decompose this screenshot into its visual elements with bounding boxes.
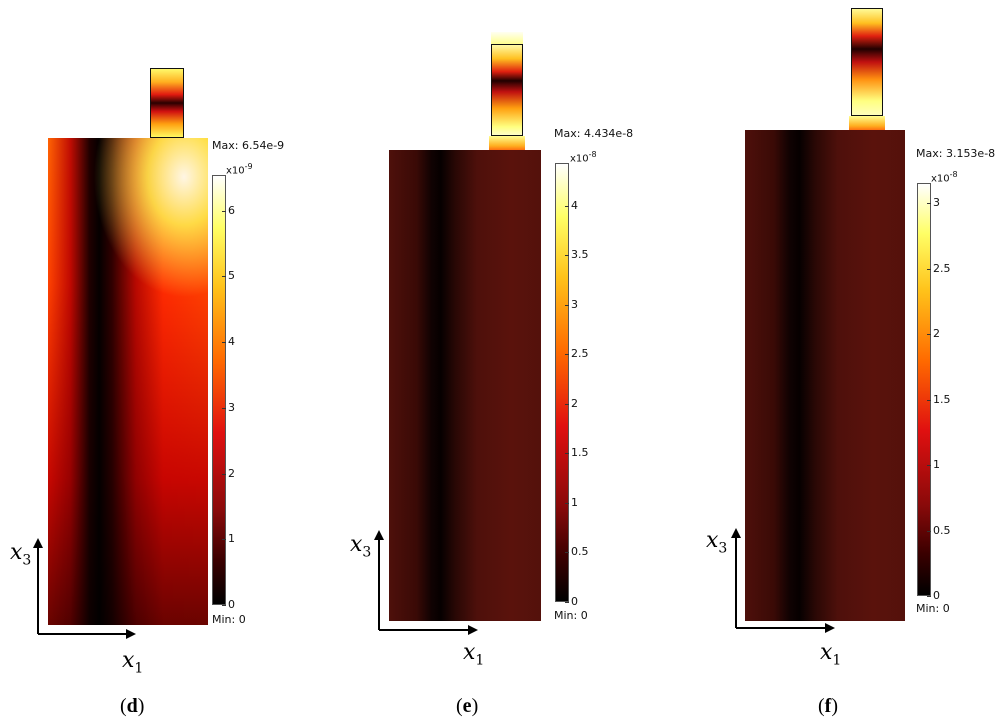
colorbar-tick-mark	[565, 255, 569, 256]
colorbar-tick-label: 0	[228, 598, 235, 611]
colorbar-tick-mark	[222, 539, 226, 540]
colorbar-tick-label: 1	[571, 496, 578, 509]
x-axis-label-d: x1	[122, 648, 144, 677]
colorbar-tick-mark	[565, 552, 569, 553]
colorbar-tick-mark	[927, 334, 931, 335]
probe-outline-f	[851, 8, 883, 116]
max-label-f: Max: 3.153e-8	[916, 147, 996, 160]
y-axis-label-f: x3	[706, 528, 728, 557]
colorbar-tick-mark	[222, 276, 226, 277]
probe-outline-e	[491, 44, 523, 136]
axes-arrows-d	[33, 538, 136, 639]
colorbar-tick-mark	[222, 342, 226, 343]
colorbar-tick-mark	[927, 531, 931, 532]
max-label-e: Max: 4.434e-8	[554, 127, 634, 140]
probe-block-f	[851, 8, 883, 116]
colorbar-tick-mark	[565, 206, 569, 207]
colorbar-tick-mark	[927, 465, 931, 466]
colorbar-tick-label: 0.5	[933, 524, 951, 537]
x-axis-label-f: x1	[820, 640, 842, 669]
colorbar-tick-mark	[565, 305, 569, 306]
probe-block-e	[491, 44, 523, 136]
colorbar-tick-label: 2.5	[933, 262, 951, 275]
axes-arrows-e	[374, 530, 478, 635]
exponent-label-d: x10-9	[226, 162, 253, 177]
panel-label-d: (d)	[120, 695, 145, 717]
colorbar-tick-mark	[927, 596, 931, 597]
probe-outline-d	[150, 68, 184, 138]
colorbar-tick-mark	[222, 474, 226, 475]
colorbar-tick-label: 3	[571, 298, 578, 311]
colorbar-tick-label: 3	[933, 196, 940, 209]
panel-label-e: (e)	[456, 695, 479, 717]
colorbar-tick-mark	[565, 453, 569, 454]
y-axis-label-d: x3	[10, 540, 32, 569]
colorbar-tick-label: 1.5	[571, 446, 589, 459]
colorbar-tick-mark	[222, 211, 226, 212]
colorbar-tick-mark	[565, 354, 569, 355]
colorbar-tick-label: 4	[228, 335, 235, 348]
colorbar-tick-label: 2	[933, 327, 940, 340]
colorbar-tick-label: 3.5	[571, 248, 589, 261]
colorbar-d	[212, 175, 226, 605]
colorbar-tick-label: 0	[571, 595, 578, 608]
colorbar-tick-label: 2	[571, 397, 578, 410]
probe-glow-bottom-e	[489, 136, 525, 150]
colorbar-tick-label: 3	[228, 401, 235, 414]
colorbar-tick-mark	[222, 408, 226, 409]
colorbar-tick-label: 2.5	[571, 347, 589, 360]
min-label-f: Min: 0	[916, 602, 950, 615]
colorbar-tick-label: 0.5	[571, 545, 589, 558]
colorbar-tick-label: 1	[933, 458, 940, 471]
panel-label-f: (f)	[818, 695, 839, 717]
y-axis-label-e: x3	[350, 532, 372, 561]
probe-glow-bottom-f	[849, 116, 885, 130]
exponent-label-e: x10-8	[570, 150, 597, 165]
colorbar-f	[917, 183, 931, 596]
max-label-d: Max: 6.54e-9	[212, 139, 285, 152]
colorbar-tick-label: 6	[228, 204, 235, 217]
colorbar-tick-label: 4	[571, 199, 578, 212]
colorbar-tick-label: 1	[228, 532, 235, 545]
probe-block-d	[150, 68, 184, 138]
x-axis-label-e: x1	[463, 640, 485, 669]
min-label-e: Min: 0	[554, 609, 588, 622]
colorbar-tick-mark	[565, 602, 569, 603]
min-label-d: Min: 0	[212, 613, 246, 626]
colorbar-tick-mark	[927, 269, 931, 270]
colorbar-tick-mark	[927, 400, 931, 401]
colorbar-tick-label: 0	[933, 589, 940, 602]
colorbar-tick-label: 5	[228, 269, 235, 282]
field-map-e	[389, 150, 541, 621]
colorbar-tick-label: 1.5	[933, 393, 951, 406]
colorbar-tick-mark	[927, 203, 931, 204]
colorbar-tick-mark	[565, 404, 569, 405]
colorbar-tick-mark	[222, 605, 226, 606]
colorbar-tick-label: 2	[228, 467, 235, 480]
colorbar-e	[555, 163, 569, 602]
probe-glow-top-e	[491, 32, 523, 44]
exponent-label-f: x10-8	[931, 170, 958, 185]
field-map-d	[48, 138, 208, 625]
field-map-f	[745, 130, 905, 621]
axes-arrows-f	[731, 528, 835, 633]
colorbar-tick-mark	[565, 503, 569, 504]
